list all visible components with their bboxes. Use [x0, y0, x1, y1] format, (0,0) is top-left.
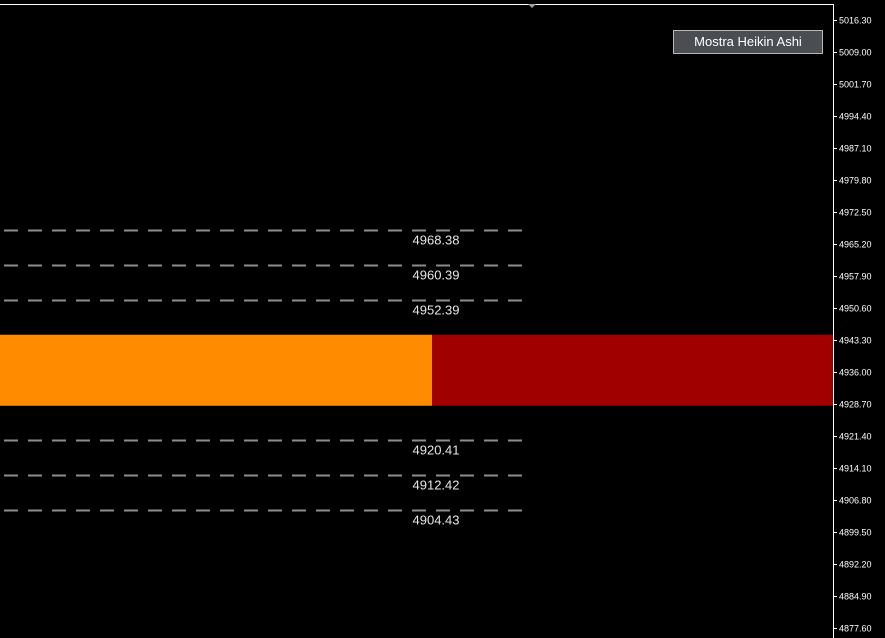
level-label: 4952.39: [413, 303, 460, 318]
bull-zone: [0, 334, 432, 406]
price-axis-label: 4957.90: [839, 272, 872, 282]
price-axis-label: 4965.20: [839, 240, 872, 250]
price-axis-label: 4979.80: [839, 176, 872, 186]
price-axis-label: 4987.10: [839, 144, 872, 154]
price-axis-label: 4884.90: [839, 592, 872, 602]
level-label: 4912.42: [413, 478, 460, 493]
price-axis-label: 4914.10: [839, 464, 872, 474]
price-axis-label: 4950.60: [839, 304, 872, 314]
price-axis-label: 5001.70: [839, 80, 872, 90]
price-axis-label: 5016.30: [839, 16, 872, 26]
price-axis-label: 4943.30: [839, 336, 872, 346]
show-heikin-ashi-button[interactable]: Mostra Heikin Ashi: [673, 30, 823, 54]
price-axis-label: 4877.60: [839, 624, 872, 634]
price-axis-label: 4928.70: [839, 400, 872, 410]
level-label: 4960.39: [413, 268, 460, 283]
level-label: 4920.41: [413, 443, 460, 458]
price-axis-label: 4906.80: [839, 496, 872, 506]
level-label: 4968.38: [413, 233, 460, 248]
scroll-marker-icon[interactable]: [528, 4, 536, 8]
price-axis-label: 4936.00: [839, 368, 872, 378]
price-axis-label: 4921.40: [839, 432, 872, 442]
price-axis-label: 4892.20: [839, 560, 872, 570]
price-axis-label: 4994.40: [839, 112, 872, 122]
price-axis-label: 4972.50: [839, 208, 872, 218]
bear-zone: [432, 334, 833, 406]
price-axis-label: 5009.00: [839, 48, 872, 58]
level-label: 4904.43: [413, 513, 460, 528]
price-axis-label: 4899.50: [839, 528, 872, 538]
chart-area: [0, 0, 833, 638]
